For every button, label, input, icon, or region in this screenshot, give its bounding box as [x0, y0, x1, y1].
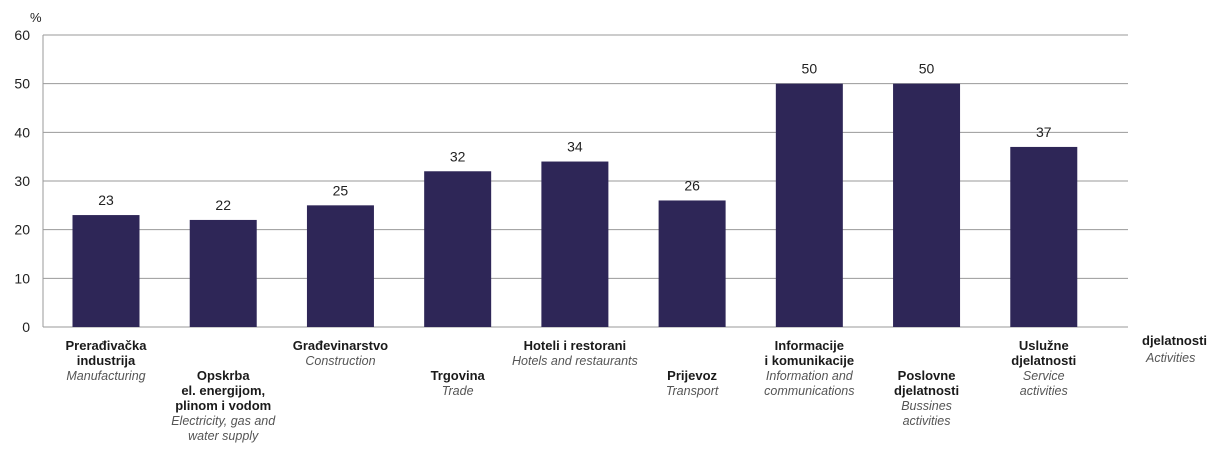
bars: [72, 83, 1078, 328]
data-label-3: 32: [450, 148, 466, 164]
bar-2: [306, 205, 374, 327]
category-label-en-0: Manufacturing: [66, 369, 145, 383]
category-label-hr-7: djelatnosti: [894, 383, 959, 398]
category-label-hr-8: djelatnosti: [1011, 353, 1076, 368]
category-label-hr-2: Građevinarstvo: [293, 338, 388, 353]
bar-4: [541, 161, 609, 327]
category-label-hr-6: i komunikacije: [765, 353, 855, 368]
data-label-2: 25: [333, 182, 349, 198]
category-label-en-2: Construction: [305, 354, 375, 368]
bar-6: [775, 83, 843, 328]
x-axis-label-en: Activities: [1145, 351, 1195, 365]
category-label-en-3: Trade: [442, 384, 474, 398]
data-labels: 23 22 25 32 34 26 50 50 37: [98, 61, 1052, 213]
category-label-en-7: activities: [903, 414, 951, 428]
category-label-en-8: Service: [1023, 369, 1065, 383]
category-label-en-4: Hotels and restaurants: [512, 354, 638, 368]
x-axis-label: djelatnosti: [1142, 333, 1207, 348]
category-label-hr-6: Informacije: [775, 338, 844, 353]
data-label-7: 50: [919, 61, 935, 77]
data-label-6: 50: [802, 61, 818, 77]
category-label-hr-8: Uslužne: [1019, 338, 1069, 353]
category-label-hr-3: Trgovina: [431, 368, 486, 383]
y-unit-label: %: [30, 10, 42, 25]
y-tick-label: 10: [14, 270, 30, 286]
category-label-en-8: activities: [1020, 384, 1068, 398]
category-label-en-7: Bussines: [901, 399, 952, 413]
category-label-hr-1: plinom i vodom: [175, 398, 271, 413]
category-label-en-6: communications: [764, 384, 854, 398]
category-label-hr-1: el. energijom,: [181, 383, 265, 398]
category-label-hr-0: Prerađivačka: [66, 338, 148, 353]
category-label-hr-7: Poslovne: [898, 368, 956, 383]
bar-3: [424, 171, 492, 327]
category-label-hr-5: Prijevoz: [667, 368, 717, 383]
y-tick-label: 0: [22, 319, 30, 335]
data-label-1: 22: [215, 197, 231, 213]
data-label-5: 26: [684, 177, 700, 193]
y-tick-label: 60: [14, 27, 30, 43]
category-label-en-5: Transport: [666, 384, 719, 398]
category-label-hr-0: industrija: [77, 353, 136, 368]
data-label-0: 23: [98, 192, 114, 208]
bar-1: [189, 219, 257, 327]
y-tick-label: 50: [14, 76, 30, 92]
category-label-hr-4: Hoteli i restorani: [524, 338, 627, 353]
y-tick-label: 40: [14, 124, 30, 140]
bar-7: [893, 83, 961, 328]
y-tick-labels: 0 10 20 30 40 50 60: [14, 27, 30, 335]
category-label-hr-1: Opskrba: [197, 368, 251, 383]
category-label-en-1: water supply: [188, 429, 259, 443]
category-label-en-6: Information and: [766, 369, 854, 383]
data-label-8: 37: [1036, 124, 1052, 140]
bar-0: [72, 215, 140, 327]
category-label-en-1: Electricity, gas and: [171, 414, 276, 428]
y-tick-label: 20: [14, 222, 30, 238]
bar-5: [658, 200, 726, 327]
y-tick-label: 30: [14, 173, 30, 189]
data-label-4: 34: [567, 139, 583, 155]
bar-8: [1010, 146, 1078, 327]
